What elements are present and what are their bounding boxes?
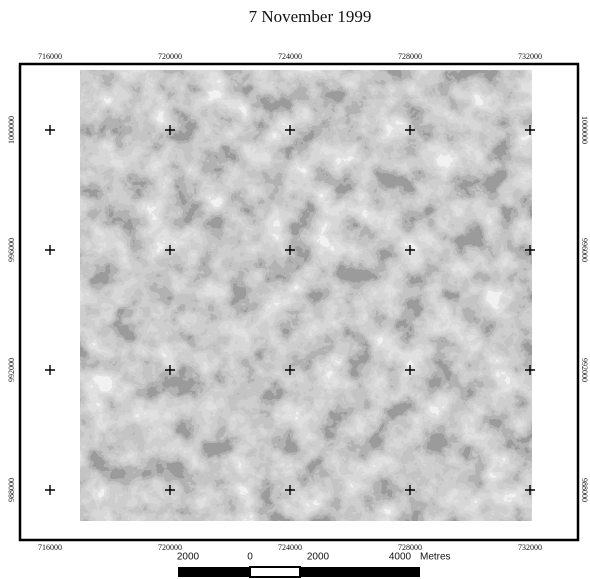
scale-label: 0 [247,552,253,563]
y-tick-label-right: 992000 [580,358,589,382]
y-tick-label-left: 1000000 [7,116,16,144]
x-tick-label-top: 720000 [158,52,182,61]
scale-segment [250,567,300,577]
map-figure: 7 November 1999 716000 716000 720000 720000… [0,0,590,579]
x-tick-label-top: 732000 [518,52,542,61]
scale-label: 2000 [307,552,330,563]
scale-segment [300,567,420,577]
x-tick-label-bottom: 732000 [518,543,542,552]
x-tick-label-bottom: 728000 [398,543,422,552]
y-tick-label-right: 1000000 [580,116,589,144]
scale-segment [178,567,250,577]
x-tick-label-top: 724000 [278,52,302,61]
satellite-image [80,70,532,521]
y-tick-label-right: 996000 [580,238,589,262]
scale-label: 2000 [177,552,200,563]
scale-bar [178,567,420,577]
x-tick-label-bottom: 716000 [38,543,62,552]
x-tick-label-top: 728000 [398,52,422,61]
x-tick-label-top: 716000 [38,52,62,61]
x-tick-label-bottom: 720000 [158,543,182,552]
scale-unit: Metres [420,552,451,563]
x-tick-label-bottom: 724000 [278,543,302,552]
y-tick-label-right: 988000 [580,478,589,502]
scale-label: 4000 [389,552,412,563]
y-tick-label-left: 992000 [7,358,16,382]
y-tick-label-left: 988000 [7,478,16,502]
y-tick-label-left: 996000 [7,238,16,262]
map-title: 7 November 1999 [249,7,372,26]
